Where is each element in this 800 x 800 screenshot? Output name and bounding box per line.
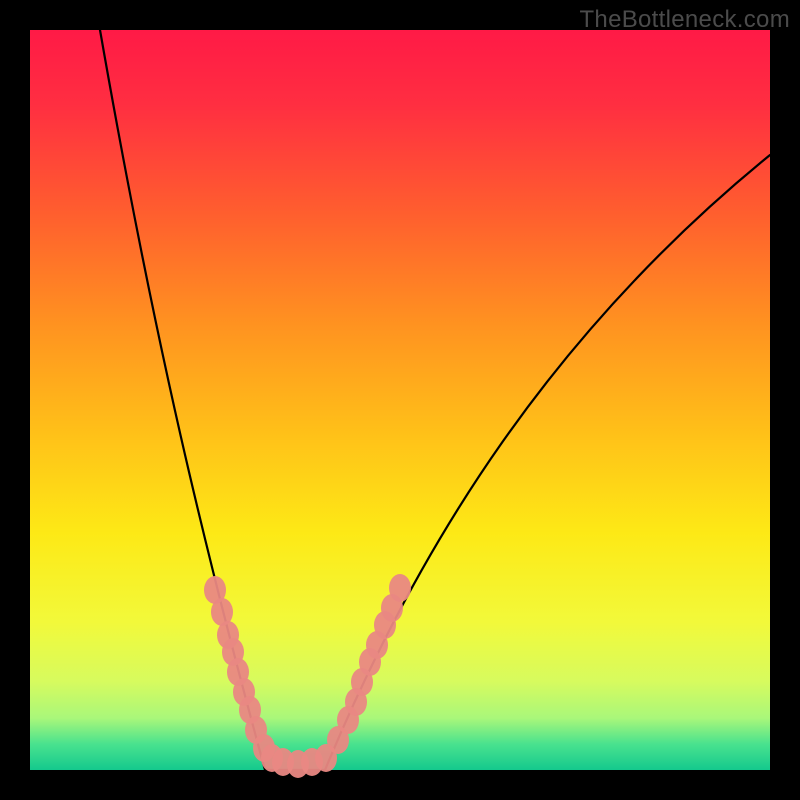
gradient-panel [30, 30, 770, 770]
chart-stage: TheBottleneck.com [0, 0, 800, 800]
watermark-text: TheBottleneck.com [579, 6, 790, 34]
data-dot [389, 574, 411, 602]
chart-svg [0, 0, 800, 800]
